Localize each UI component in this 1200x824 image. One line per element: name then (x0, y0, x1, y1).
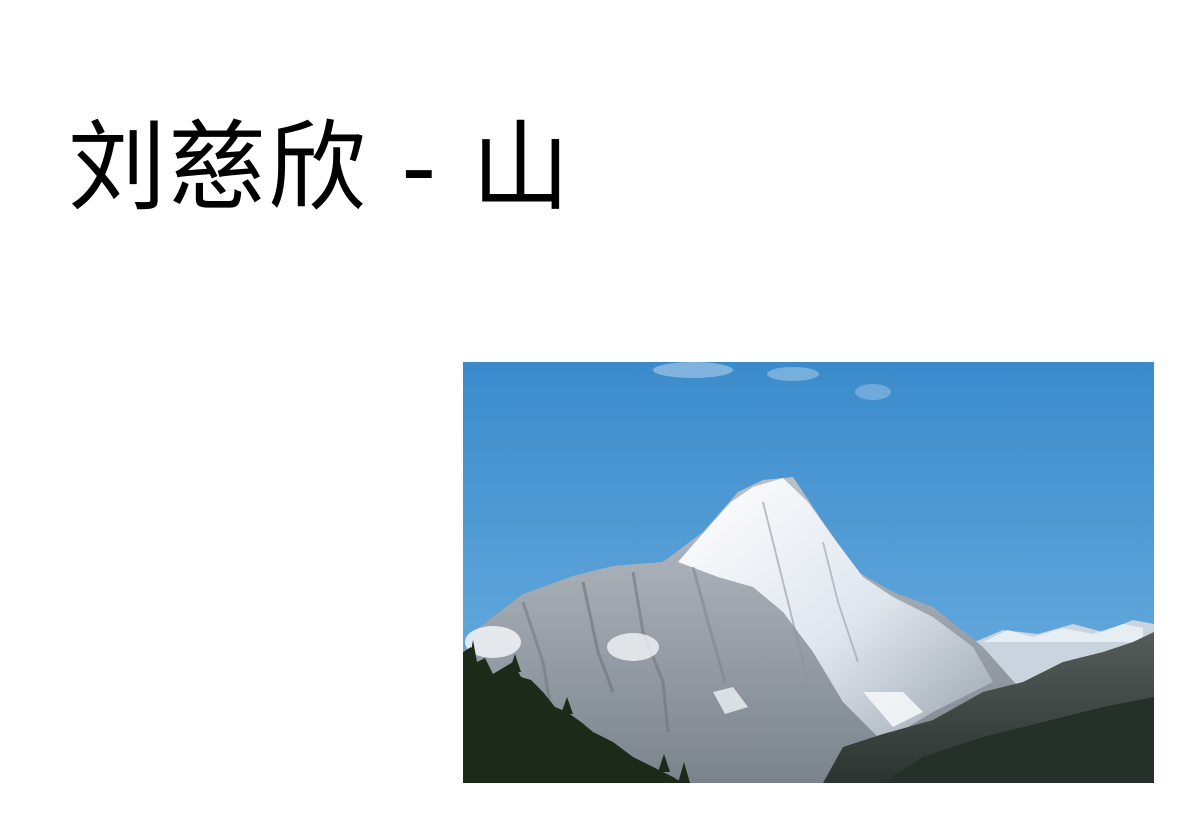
tree (658, 754, 670, 772)
main-peak-snow (678, 478, 993, 742)
rock-streak (691, 566, 727, 683)
rock-streak (762, 501, 809, 683)
forest (463, 647, 683, 783)
distant-range-snow (983, 624, 1143, 642)
rock-streak (631, 571, 670, 733)
rock-streak (822, 541, 859, 663)
mountain-photo-graphic (463, 362, 1154, 783)
tree (678, 762, 690, 783)
snow-patch (713, 687, 748, 714)
right-ridge-near (883, 697, 1154, 783)
slide-title: 刘慈欣 - 山 (68, 111, 572, 225)
slope-cloud (607, 633, 659, 661)
tree (509, 654, 521, 672)
tree (561, 697, 573, 714)
snow-patch (863, 692, 923, 727)
slope-cloud (465, 626, 521, 658)
cloud (767, 367, 819, 381)
mountain-photo (463, 362, 1154, 783)
rock-streak (581, 581, 615, 693)
cloud (855, 384, 891, 400)
tree (469, 640, 477, 662)
cloud (653, 362, 733, 378)
